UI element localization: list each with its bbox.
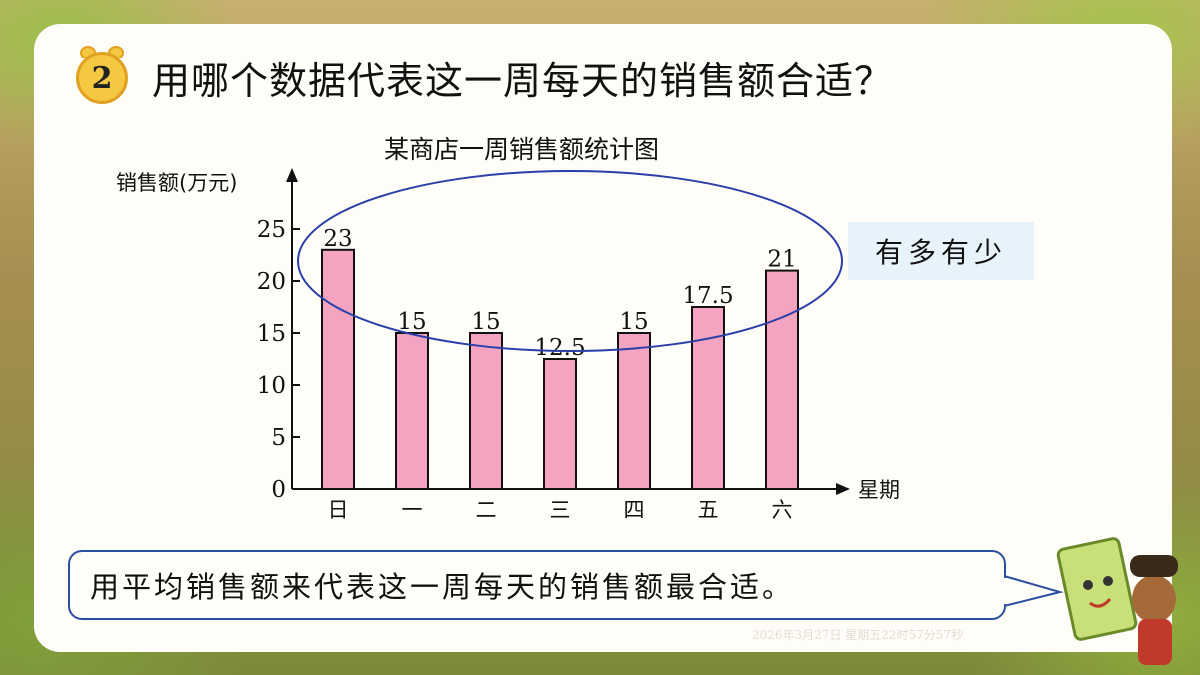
bar-data-label: 15 xyxy=(397,309,426,335)
bar xyxy=(691,306,725,490)
bar xyxy=(543,358,577,490)
chart-title: 某商店一周销售额统计图 xyxy=(384,135,660,164)
question-number: 2 xyxy=(91,60,113,96)
bar-data-label: 21 xyxy=(767,247,796,273)
bar xyxy=(395,332,429,490)
y-tick-label: 20 xyxy=(257,269,286,295)
y-tick-label: 25 xyxy=(257,217,286,243)
bar xyxy=(617,332,651,490)
x-axis-arrow xyxy=(836,483,850,495)
answer-text: 用平均销售额来代表这一周每天的销售额最合适。 xyxy=(90,570,795,604)
bar-data-label: 15 xyxy=(471,309,500,335)
x-tick-label: 一 xyxy=(402,498,423,522)
question-number-badge: 2 xyxy=(76,52,128,104)
x-tick-label: 五 xyxy=(698,498,719,522)
y-tick-label: 10 xyxy=(257,373,286,399)
bar xyxy=(469,332,503,490)
x-tick-label: 二 xyxy=(476,498,497,522)
highlight-ellipse xyxy=(297,170,843,352)
answer-bubble: 用平均销售额来代表这一周每天的销售额最合适。 xyxy=(68,550,1006,620)
x-tick-label: 日 xyxy=(328,498,349,522)
y-tick-label: 0 xyxy=(271,477,286,503)
bar-data-label: 17.5 xyxy=(682,283,733,309)
bar xyxy=(321,248,355,490)
x-tick-label: 三 xyxy=(550,498,571,522)
bar xyxy=(765,269,799,490)
y-axis-arrow xyxy=(286,168,298,182)
chart-bars: 23 日 15 一 15 二 12.5 三 15 四 17.5 五 21 六 xyxy=(321,226,799,522)
book-mascot-icon xyxy=(1056,537,1178,665)
chart-axes: 销售额(万元) 星期 0 5 10 15 20 25 xyxy=(116,168,900,503)
y-tick-label: 15 xyxy=(257,321,286,347)
bar-data-label: 15 xyxy=(619,309,648,335)
timestamp: 2026年3月27日 星期五22时57分57秒 xyxy=(752,628,964,642)
y-axis-label: 销售额(万元) xyxy=(116,171,237,195)
x-axis-label: 星期 xyxy=(858,478,900,502)
content-card xyxy=(34,24,1172,652)
y-tick-label: 5 xyxy=(271,425,286,451)
bar-data-label: 12.5 xyxy=(534,335,585,361)
x-tick-label: 四 xyxy=(624,498,645,522)
question-text: 用哪个数据代表这一周每天的销售额合适？ xyxy=(152,59,894,103)
bar-data-label: 23 xyxy=(323,226,352,252)
annotation-label: 有多有少 xyxy=(848,222,1034,280)
x-tick-label: 六 xyxy=(772,498,793,522)
